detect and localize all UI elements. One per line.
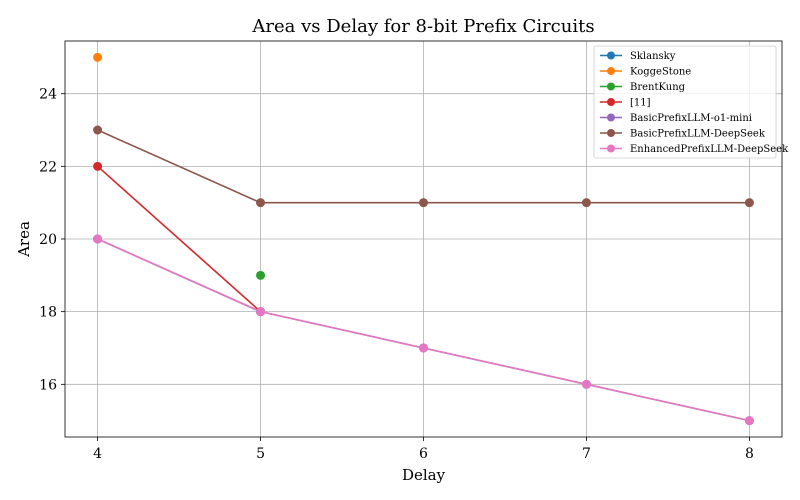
data-point	[256, 198, 266, 208]
series-5	[93, 125, 754, 208]
axes-ticks: 4 5 6 7 8 16 18 20 22 24	[39, 87, 754, 462]
legend-entry: EnhancedPrefixLLM-DeepSeek	[600, 144, 789, 155]
legend-label: EnhancedPrefixLLM-DeepSeek	[630, 144, 789, 155]
x-tick-label: 6	[419, 446, 428, 462]
y-axis-label: Area	[15, 221, 33, 258]
data-point	[93, 234, 103, 244]
legend-marker	[607, 98, 615, 106]
legend-box	[593, 45, 777, 159]
legend-label: [11]	[630, 98, 651, 109]
x-tick-label: 7	[582, 446, 591, 462]
legend-entry: KoggeStone	[600, 67, 691, 78]
legend-label: BrentKung	[630, 82, 686, 93]
legend-marker	[607, 113, 615, 122]
legend-label: KoggeStone	[630, 67, 691, 78]
data-point	[581, 379, 591, 389]
legend-entry: BasicPrefixLLM-o1-mini	[600, 113, 752, 124]
legend-label: BasicPrefixLLM-o1-mini	[630, 113, 752, 124]
data-point	[256, 270, 266, 280]
x-axis-label: Delay	[402, 466, 446, 484]
data-point	[419, 198, 428, 208]
data-point	[93, 161, 103, 171]
legend: Sklansky KoggeStone BrentKung [11] BasicPref…	[593, 45, 789, 159]
series-6	[93, 234, 754, 426]
legend-marker	[607, 82, 615, 91]
legend-marker	[607, 129, 615, 137]
chart-title: Area vs Delay for 8-bit Prefix Circuits	[251, 16, 594, 37]
x-tick-label: 5	[256, 446, 265, 462]
x-tick-label: 8	[745, 446, 754, 462]
series-line	[97, 165, 262, 313]
y-tick-label: 24	[39, 87, 57, 103]
data-point	[93, 52, 103, 62]
legend-marker	[607, 51, 615, 60]
legend-marker	[607, 144, 615, 153]
legend-label: Sklansky	[630, 51, 676, 62]
x-tick-label: 4	[93, 446, 102, 462]
data-point	[581, 198, 591, 208]
series-1	[93, 52, 103, 62]
y-tick-label: 20	[39, 232, 57, 248]
data-point	[419, 343, 428, 353]
y-tick-label: 18	[39, 305, 57, 321]
legend-entry: Sklansky	[600, 51, 676, 62]
data-point	[93, 125, 103, 135]
data-point	[744, 416, 754, 426]
series-2	[256, 270, 266, 280]
data-point	[256, 307, 266, 317]
plot-area	[93, 52, 754, 426]
legend-label: BasicPrefixLLM-DeepSeek	[630, 129, 766, 140]
legend-entry: [11]	[600, 98, 651, 109]
y-tick-label: 16	[39, 377, 57, 393]
data-point	[744, 198, 754, 208]
y-tick-label: 22	[39, 159, 57, 175]
legend-entry: BasicPrefixLLM-DeepSeek	[600, 129, 766, 140]
legend-marker	[607, 67, 615, 75]
legend-entry: BrentKung	[600, 82, 686, 93]
